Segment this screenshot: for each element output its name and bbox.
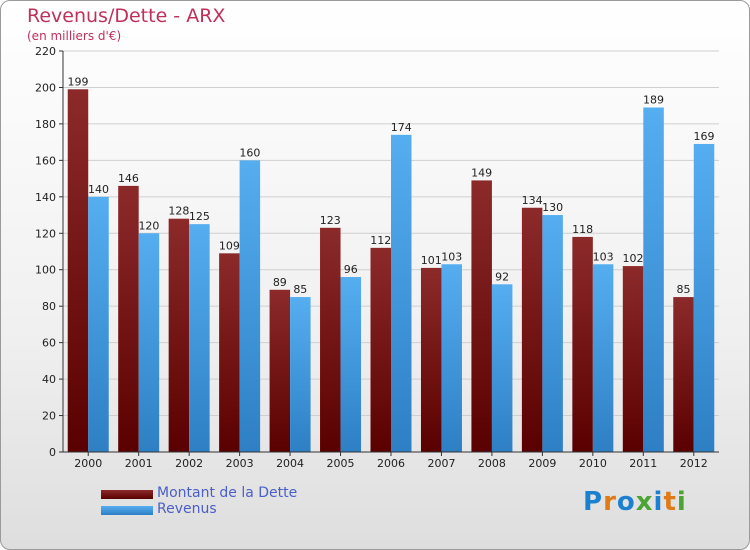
- x-tick-label: 2005: [327, 457, 355, 470]
- data-label-revenus: 130: [542, 201, 563, 214]
- bar-revenus: [491, 284, 513, 452]
- y-tick-label: 100: [35, 264, 56, 277]
- data-label-debt: 149: [471, 166, 492, 179]
- x-tick-label: 2008: [478, 457, 506, 470]
- bar-revenus: [239, 160, 261, 452]
- y-tick-label: 0: [49, 446, 56, 459]
- data-label-revenus: 103: [441, 250, 462, 263]
- x-tick-label: 2012: [680, 457, 708, 470]
- data-label-debt: 102: [623, 252, 644, 265]
- data-label-revenus: 120: [138, 219, 159, 232]
- data-label-debt: 134: [522, 194, 543, 207]
- x-tick-label: 2007: [427, 457, 455, 470]
- x-tick-label: 2011: [629, 457, 657, 470]
- data-label-debt: 146: [118, 172, 139, 185]
- data-label-debt: 89: [273, 276, 287, 289]
- bar-debt: [673, 297, 694, 452]
- bar-revenus: [189, 224, 210, 452]
- proxiti-logo: Proxiti: [583, 487, 687, 517]
- legend-swatch-revenus: [101, 506, 153, 515]
- bar-debt: [521, 207, 543, 452]
- data-label-revenus: 96: [344, 263, 358, 276]
- x-tick-label: 2006: [377, 457, 405, 470]
- data-label-debt: 101: [421, 254, 442, 267]
- y-tick-label: 140: [35, 191, 56, 204]
- x-tick-label: 2004: [276, 457, 304, 470]
- bar-revenus: [290, 297, 311, 452]
- data-label-debt: 118: [572, 223, 593, 236]
- data-label-revenus: 174: [391, 121, 412, 134]
- x-tick-label: 2003: [226, 457, 254, 470]
- data-label-debt: 112: [370, 234, 391, 247]
- data-label-revenus: 140: [88, 183, 109, 196]
- legend-label-debt: Montant de la Dette: [157, 485, 298, 501]
- bar-revenus: [542, 215, 563, 452]
- bar-revenus: [340, 277, 362, 452]
- y-tick-label: 120: [35, 227, 56, 240]
- data-label-debt: 199: [67, 75, 88, 88]
- bar-debt: [420, 267, 442, 452]
- y-tick-label: 160: [35, 154, 56, 167]
- bar-revenus: [693, 143, 715, 452]
- bar-debt: [269, 289, 291, 452]
- bar-debt: [67, 89, 89, 452]
- bar-revenus: [88, 196, 109, 452]
- y-tick-label: 60: [42, 337, 56, 350]
- chart-subtitle: (en milliers d'€): [27, 29, 122, 43]
- y-tick-label: 40: [42, 373, 56, 386]
- bar-debt: [168, 218, 190, 452]
- bar-debt: [471, 180, 492, 452]
- x-tick-label: 2001: [125, 457, 153, 470]
- bar-debt: [320, 227, 341, 452]
- chart-title: Revenus/Dette - ARX: [27, 5, 226, 27]
- bar-debt: [572, 236, 593, 452]
- x-tick-label: 2000: [74, 457, 102, 470]
- y-tick-label: 220: [35, 45, 56, 58]
- data-label-revenus: 85: [293, 283, 307, 296]
- y-tick-label: 180: [35, 118, 56, 131]
- bar-revenus: [592, 264, 614, 452]
- legend-label-revenus: Revenus: [157, 501, 217, 517]
- y-tick-label: 20: [42, 410, 56, 423]
- bar-debt: [219, 253, 240, 452]
- x-tick-label: 2010: [579, 457, 607, 470]
- data-label-debt: 123: [320, 214, 341, 227]
- y-tick-label: 200: [35, 81, 56, 94]
- data-label-revenus: 92: [495, 270, 509, 283]
- data-label-debt: 85: [677, 283, 691, 296]
- bar-debt: [118, 185, 139, 452]
- data-label-revenus: 125: [189, 210, 210, 223]
- data-label-revenus: 160: [239, 146, 260, 159]
- bar-debt: [370, 247, 391, 452]
- data-label-debt: 128: [168, 205, 189, 218]
- x-tick-label: 2002: [175, 457, 203, 470]
- y-tick-label: 80: [42, 300, 56, 313]
- x-tick-label: 2009: [528, 457, 556, 470]
- data-label-debt: 109: [219, 239, 240, 252]
- legend-swatch-debt: [101, 490, 153, 499]
- bar-debt: [622, 266, 644, 452]
- data-label-revenus: 169: [694, 130, 715, 143]
- data-label-revenus: 189: [643, 94, 664, 107]
- bar-revenus: [643, 107, 664, 452]
- bar-revenus: [441, 264, 462, 452]
- data-label-revenus: 103: [593, 250, 614, 263]
- bar-revenus: [391, 134, 412, 452]
- bar-revenus: [138, 233, 160, 452]
